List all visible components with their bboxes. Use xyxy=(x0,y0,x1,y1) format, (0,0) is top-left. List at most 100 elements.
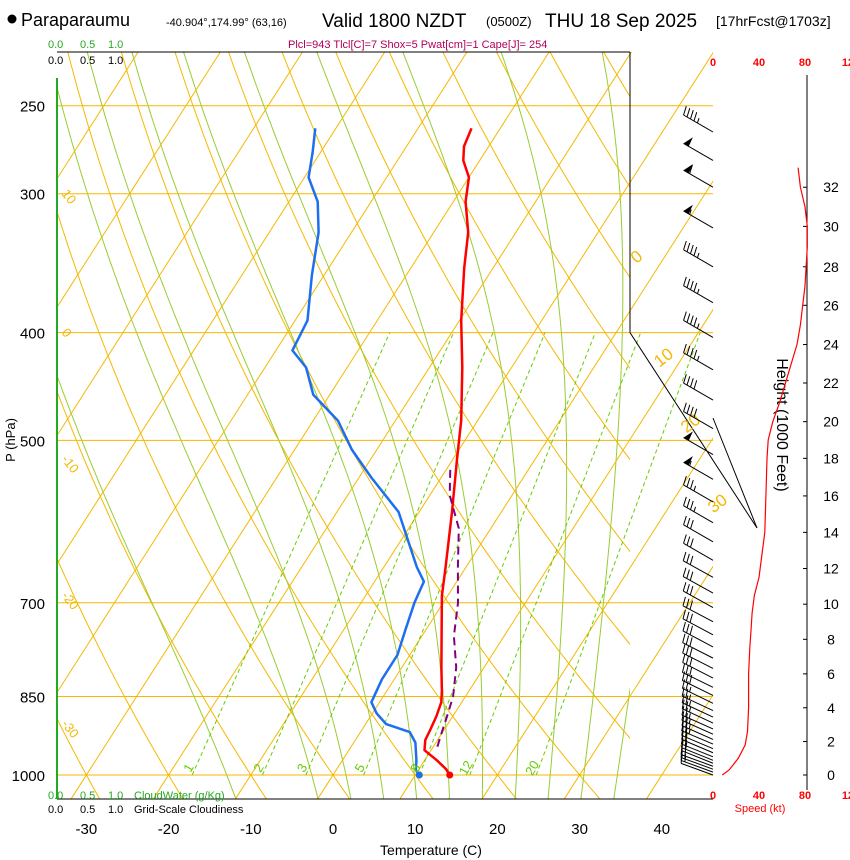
wind-barb-staff xyxy=(683,590,714,609)
wind-barb-flag xyxy=(689,600,693,610)
moist-adiabat-24 xyxy=(402,52,522,799)
wind-barb xyxy=(683,276,714,304)
wind-barb-half-flag xyxy=(696,288,700,294)
height-label-24: 24 xyxy=(823,337,839,353)
wind-barb-flag xyxy=(685,665,689,675)
plot-background xyxy=(57,52,713,799)
isotherm--20 xyxy=(153,52,632,799)
wind-barb-flag xyxy=(683,343,687,353)
wind-barb-flag xyxy=(689,555,694,565)
wind-barb-flag xyxy=(686,376,691,386)
height-label-20: 20 xyxy=(823,414,839,430)
panel-edge-upper xyxy=(629,332,758,529)
cloudwater-bottom-tick-1: 0.5 xyxy=(80,790,95,802)
wind-barb-staff xyxy=(683,524,714,543)
wind-barb-staff xyxy=(681,702,714,718)
wind-barb-staff xyxy=(682,618,714,636)
wind-barb-staff xyxy=(683,319,714,338)
wind-barb-flag xyxy=(689,164,693,174)
wind-barb-flag xyxy=(683,106,687,116)
wind-barb-half-flag xyxy=(688,694,692,700)
dry-adiabat-10 xyxy=(67,52,434,799)
wind-barb-half-flag xyxy=(696,323,700,329)
wind-barb-staff xyxy=(683,437,714,456)
temperature-label--20: -20 xyxy=(158,821,180,838)
dry-adiabat-0 xyxy=(57,209,350,799)
mixing-ratio-line-12 xyxy=(469,332,642,776)
wind-barb-flag xyxy=(693,408,698,418)
wind-barb-flag xyxy=(686,345,691,355)
temperature-label-40: 40 xyxy=(653,821,670,838)
wind-barb-staff xyxy=(682,672,714,688)
wind-barb-staff xyxy=(681,714,714,730)
cloudiness-bottom-tick-0: 0.0 xyxy=(48,804,63,816)
wind-barb-staff xyxy=(682,687,714,704)
wind-barb-flag xyxy=(693,282,698,292)
dry-adiabat--10 xyxy=(57,389,267,799)
wind-barb-flag xyxy=(685,635,690,645)
isotherm--100 xyxy=(0,0,8,799)
surface-dewpoint-marker xyxy=(415,771,423,779)
wind-barb-flag xyxy=(686,313,691,323)
wind-barb-half-flag xyxy=(696,118,700,124)
wind-barb-half-flag xyxy=(688,701,692,707)
wind-barb-staff xyxy=(683,114,714,133)
wind-barb-staff xyxy=(680,754,714,767)
wind-barb-flag xyxy=(683,515,687,526)
series-temperature-line xyxy=(423,127,473,776)
wind-barb xyxy=(683,431,714,456)
wind-barb-flag xyxy=(681,699,685,709)
height-label-6: 6 xyxy=(827,666,835,682)
height-label-2: 2 xyxy=(827,734,835,750)
wind-barb xyxy=(682,551,714,578)
wind-barb-staff xyxy=(683,411,714,430)
isotherm-20 xyxy=(481,437,713,799)
wind-barb-pennant xyxy=(683,137,693,147)
moist-adiabat-32 xyxy=(580,52,624,799)
dry-adiabat-20 xyxy=(120,52,517,799)
wind-barb-flag xyxy=(686,569,690,579)
wind-barb xyxy=(682,633,714,659)
wind-barb-staff xyxy=(683,484,714,503)
station-coords: -40.904°,174.99° (63,16) xyxy=(166,17,287,29)
height-label-18: 18 xyxy=(823,450,839,466)
wind-barb-staff xyxy=(682,662,714,679)
wind-barb-flag xyxy=(689,571,694,581)
wind-barb xyxy=(681,721,714,745)
temperature-label-30: 30 xyxy=(571,821,588,838)
wind-barb-flag xyxy=(690,519,694,530)
wind-barb xyxy=(681,663,714,688)
series-dewpoint-line xyxy=(291,128,426,776)
wind-barb-staff xyxy=(681,734,714,750)
isotherm--40 xyxy=(57,52,468,694)
wind-barb-flag xyxy=(686,584,690,594)
wind-barb-flag xyxy=(690,110,694,120)
valid-time: Valid 1800 NZDT xyxy=(322,11,467,32)
speed-top-tick-40: 40 xyxy=(753,57,765,69)
moist-adiabat--10 xyxy=(57,374,237,799)
height-label-16: 16 xyxy=(823,488,839,504)
speed-bottom-tick-80: 80 xyxy=(799,790,811,802)
wind-barb xyxy=(683,402,714,430)
dry-adiabat-40 xyxy=(228,52,630,740)
wind-barb-staff xyxy=(683,560,714,578)
wind-barb-staff xyxy=(683,210,714,229)
wind-barb xyxy=(681,693,714,718)
wind-barb-half-flag xyxy=(688,706,692,713)
cloudiness-bottom-tick-1: 0.5 xyxy=(80,804,95,816)
cloudwater-bottom-tick-0: 0.0 xyxy=(48,790,63,802)
wind-barb-staff xyxy=(683,505,714,524)
wind-barb xyxy=(682,653,714,679)
wind-barb-flag xyxy=(686,536,691,546)
cloudwater-label: CloudWater (g/Kg) xyxy=(134,790,225,802)
wind-barb-staff xyxy=(681,708,714,724)
upper-grid xyxy=(57,52,630,799)
wind-barb-flag xyxy=(683,240,687,250)
wind-barb xyxy=(683,311,714,338)
wind-barb-flag xyxy=(686,598,690,608)
pressure-label-850: 850 xyxy=(20,690,45,707)
wind-barb-flag xyxy=(683,311,687,321)
dry-adiabat-90 xyxy=(495,52,630,279)
mixing-ratio-label-20: 20 xyxy=(522,758,542,778)
wind-barb-staff xyxy=(682,642,714,659)
